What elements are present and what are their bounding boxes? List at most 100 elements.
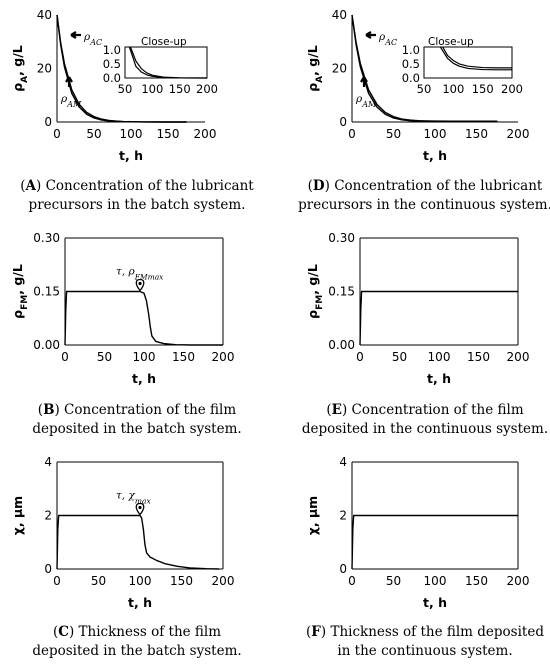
y-tick-label: 40 xyxy=(332,8,347,22)
y-tick-label: 0.15 xyxy=(328,285,355,299)
x-tick-label: 0 xyxy=(348,127,356,141)
chart-C-series-1-line xyxy=(56,514,219,570)
inset-y-tick-label: 1.0 xyxy=(103,43,121,57)
arrow-icon xyxy=(65,76,73,87)
x-tick-label: 50 xyxy=(386,574,401,588)
peak-marker-label: τ, χmax xyxy=(116,490,151,506)
x-tick-label: 150 xyxy=(157,127,180,141)
inset-A-series-2-line xyxy=(128,46,208,79)
y-tick-label: 4 xyxy=(339,455,347,469)
inset-x-tick-label: 100 xyxy=(442,82,464,96)
inset-y-tick-label: 0.5 xyxy=(402,57,420,71)
inset-closeup: Close-up 50 100 150 200 0.00.51.0 xyxy=(103,36,218,96)
x-axis-label: t, h xyxy=(119,148,143,163)
y-tick-label: 4 xyxy=(44,455,52,469)
chart-A: 0 50 100 150 200 0 20 40 t, h ρA, g/L ρAC ρAM Close-… xyxy=(10,8,254,213)
location-pin-dot xyxy=(138,505,142,510)
x-tick-label: 50 xyxy=(97,350,112,364)
y-axis-label: χ, μm xyxy=(10,496,25,535)
x-axis-label: t, h xyxy=(427,371,451,386)
caption-line-1: (B) Concentration of the film xyxy=(38,402,237,418)
x-tick-label: 200 xyxy=(507,350,530,364)
chart-E-series-1-line xyxy=(359,290,518,346)
chart-B-series-1-line xyxy=(64,290,223,346)
inset-x-tick-label: 100 xyxy=(141,82,163,96)
inset-x-tick-label: 50 xyxy=(118,82,133,96)
arrow-icon xyxy=(70,31,81,39)
x-tick-label: 0 xyxy=(53,127,61,141)
x-tick-label: 200 xyxy=(212,574,235,588)
x-tick-label: 50 xyxy=(392,350,407,364)
x-tick-label: 150 xyxy=(467,350,490,364)
y-tick-label: 20 xyxy=(37,62,52,76)
x-tick-label: 100 xyxy=(129,574,152,588)
arrow-icon xyxy=(365,31,376,39)
inset-y-tick-label: 0.0 xyxy=(402,71,420,85)
inset-y-tick-label: 1.0 xyxy=(402,43,420,57)
x-tick-label: 150 xyxy=(170,574,193,588)
x-tick-label: 50 xyxy=(91,574,106,588)
caption-line-1: (C) Thickness of the film xyxy=(53,624,221,640)
inset-x-tick-label: 150 xyxy=(472,82,494,96)
caption-line-2: deposited in the batch system. xyxy=(32,421,241,437)
y-axis-label: ρFM, g/L xyxy=(305,264,325,319)
y-tick-label: 0 xyxy=(339,562,347,576)
y-tick-label: 0 xyxy=(44,562,52,576)
x-tick-label: 200 xyxy=(212,350,235,364)
caption-line-1: (F) Thickness of the film deposited xyxy=(306,624,544,640)
inset-y-tick-label: 0.0 xyxy=(103,71,121,85)
y-axis-label: ρFM, g/L xyxy=(10,264,30,319)
y-tick-label: 0.30 xyxy=(328,231,355,245)
x-tick-label: 100 xyxy=(133,350,156,364)
chart-D-series-2-line xyxy=(351,14,498,123)
x-tick-label: 0 xyxy=(61,350,69,364)
x-tick-label: 0 xyxy=(356,350,364,364)
chart-B: 0 50 100 150 200 0.00 0.15 0.30 t, h ρFM, g/L τ, ρ… xyxy=(10,231,242,437)
x-tick-label: 100 xyxy=(424,574,447,588)
inset-frame xyxy=(423,46,513,79)
x-axis-label: t, h xyxy=(128,595,152,610)
x-tick-label: 100 xyxy=(428,350,451,364)
caption-line-2: in the continuous system. xyxy=(337,643,512,659)
series-annotation-lower: ρAM xyxy=(60,93,82,109)
location-pin-dot xyxy=(138,281,142,286)
inset-x-tick-label: 200 xyxy=(501,82,523,96)
caption-line-2: deposited in the batch system. xyxy=(32,643,241,659)
x-tick-label: 0 xyxy=(53,574,61,588)
caption-line-1: (A) Concentration of the lubricant xyxy=(20,178,254,194)
x-tick-label: 200 xyxy=(507,127,530,141)
y-tick-label: 2 xyxy=(339,509,347,523)
chart-D: 0 50 100 150 200 0 20 40 t, h ρA, g/L ρAC ρAM Close-… xyxy=(298,8,550,213)
x-tick-label: 200 xyxy=(194,127,217,141)
y-tick-label: 0 xyxy=(339,115,347,129)
series-annotation-upper: ρAC xyxy=(83,31,102,47)
caption-line-2: precursors in the batch system. xyxy=(29,197,246,213)
arrow-icon xyxy=(360,76,368,87)
peak-marker-label: τ, ρFMmax xyxy=(116,266,164,282)
chart-E: 0 50 100 150 200 0.00 0.15 0.30 t, h ρFM, g/L (E) … xyxy=(302,231,548,437)
inset-D-series-1-line xyxy=(442,46,512,69)
x-tick-label: 50 xyxy=(86,127,101,141)
inset-x-tick-label: 200 xyxy=(196,82,218,96)
x-axis-label: t, h xyxy=(132,371,156,386)
caption-line-2: deposited in the continuous system. xyxy=(302,421,548,437)
y-tick-label: 0.30 xyxy=(33,231,60,245)
y-axis-label: χ, μm xyxy=(305,496,320,535)
y-tick-label: 20 xyxy=(332,62,347,76)
y-tick-label: 40 xyxy=(37,8,52,22)
chart-F: 0 50 100 150 200 0 2 4 t, h χ, μm (F) Thickness of… xyxy=(305,455,544,659)
y-tick-label: 0.15 xyxy=(33,285,60,299)
y-tick-label: 2 xyxy=(44,509,52,523)
x-tick-label: 200 xyxy=(507,574,530,588)
inset-x-tick-label: 150 xyxy=(169,82,191,96)
x-tick-label: 150 xyxy=(465,127,488,141)
inset-D-series-2-line xyxy=(439,46,512,71)
y-axis-label: ρA, g/L xyxy=(10,45,30,92)
x-tick-label: 50 xyxy=(386,127,401,141)
x-tick-label: 150 xyxy=(172,350,195,364)
inset-title: Close-up xyxy=(428,36,474,48)
x-tick-label: 100 xyxy=(424,127,447,141)
x-tick-label: 100 xyxy=(120,127,143,141)
x-tick-label: 150 xyxy=(465,574,488,588)
